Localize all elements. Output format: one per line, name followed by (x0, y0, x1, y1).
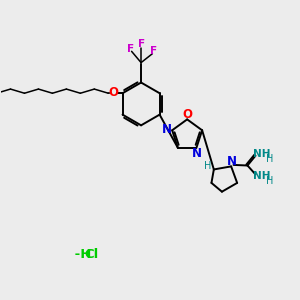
Text: NH: NH (253, 171, 271, 181)
Text: -H: -H (70, 248, 91, 260)
Text: F: F (150, 46, 158, 56)
Text: F: F (137, 39, 145, 49)
Text: H: H (204, 161, 211, 171)
Text: H: H (266, 154, 274, 164)
Text: F: F (127, 44, 134, 54)
Text: NH: NH (253, 149, 271, 159)
Text: H: H (266, 176, 274, 186)
Text: N: N (162, 123, 172, 136)
Text: O: O (109, 86, 118, 99)
Text: N: N (227, 155, 237, 168)
Text: O: O (183, 107, 193, 121)
Text: Cl: Cl (85, 248, 99, 260)
Text: N: N (192, 147, 202, 160)
